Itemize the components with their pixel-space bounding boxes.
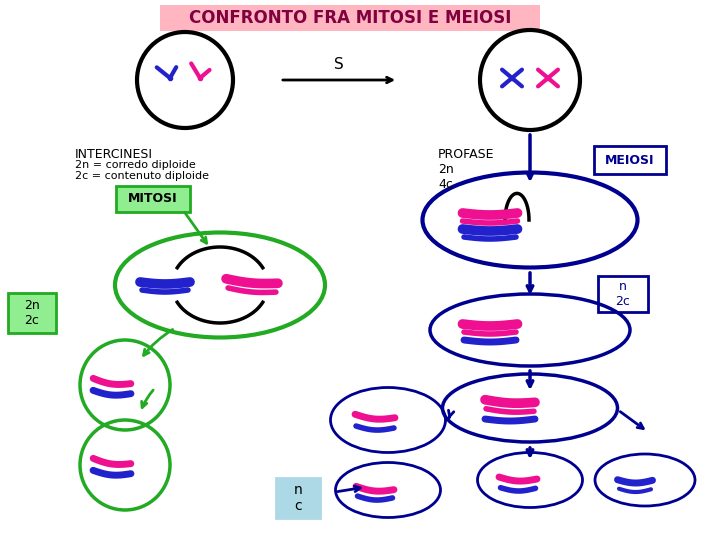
FancyBboxPatch shape — [598, 276, 648, 312]
Text: PROFASE
2n
4c: PROFASE 2n 4c — [438, 148, 495, 191]
FancyBboxPatch shape — [160, 5, 540, 31]
Text: MEIOSI: MEIOSI — [606, 153, 654, 166]
Text: 2n
2c: 2n 2c — [24, 299, 40, 327]
Text: MITOSI: MITOSI — [128, 192, 178, 206]
Text: n
c: n c — [294, 483, 302, 513]
Text: CONFRONTO FRA MITOSI E MEIOSI: CONFRONTO FRA MITOSI E MEIOSI — [189, 9, 511, 27]
Text: n
2c: n 2c — [616, 280, 631, 308]
Text: S: S — [334, 57, 344, 72]
FancyBboxPatch shape — [8, 293, 56, 333]
FancyBboxPatch shape — [276, 478, 320, 518]
Text: INTERCINESI: INTERCINESI — [75, 148, 153, 161]
Text: 2n = corredo diploide: 2n = corredo diploide — [75, 160, 196, 170]
FancyBboxPatch shape — [116, 186, 190, 212]
FancyBboxPatch shape — [594, 146, 666, 174]
Text: 2c = contenuto diploide: 2c = contenuto diploide — [75, 171, 209, 181]
